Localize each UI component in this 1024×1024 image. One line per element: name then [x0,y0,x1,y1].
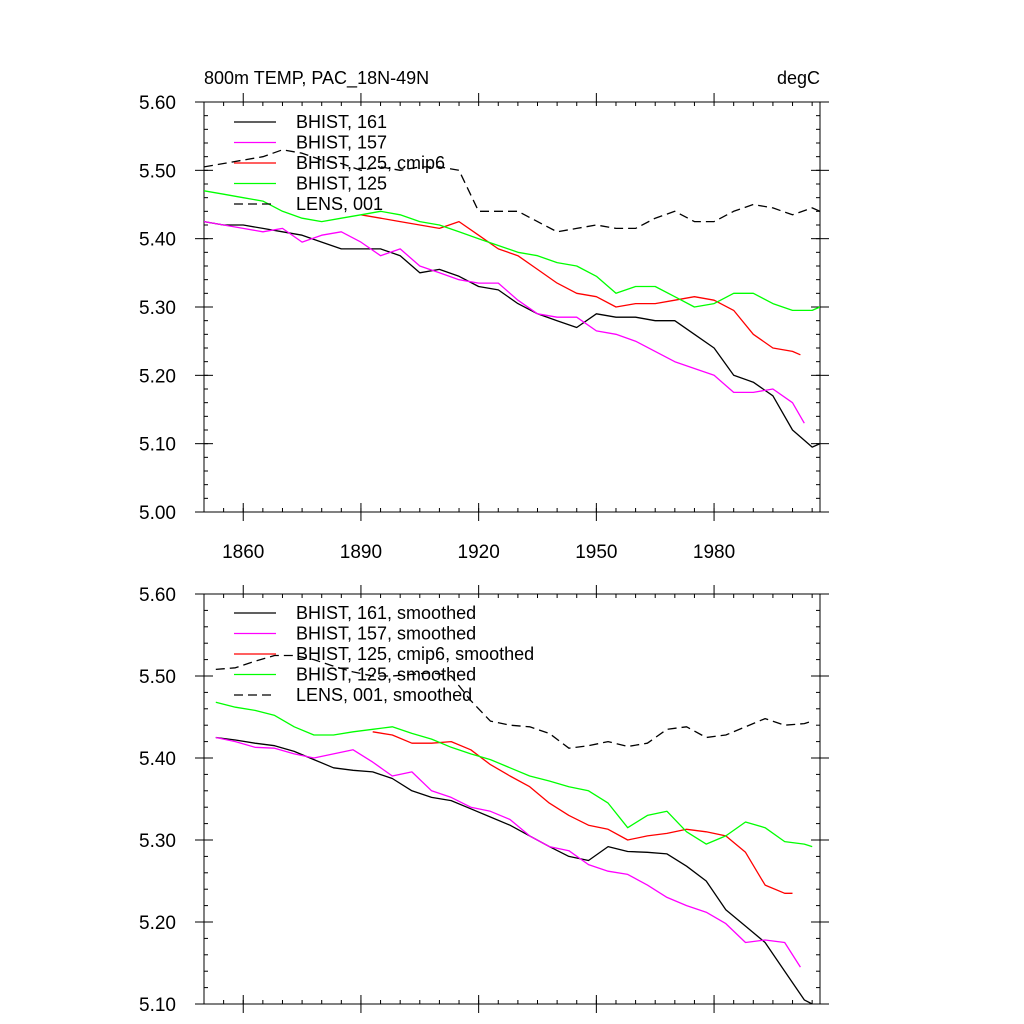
x-tick-label: 1950 [575,542,617,563]
y-tick-label: 5.60 [139,93,176,114]
y-tick-label: 5.60 [139,585,176,606]
y-tick-label: 5.40 [139,230,176,251]
legend-label: BHIST, 161 [296,112,387,132]
series-line-bhist-161 [204,220,820,448]
series-group [204,149,820,448]
series-line-bhist-125-cmip6 [360,214,801,356]
legend-label: BHIST, 125, smoothed [296,665,476,685]
series-line-bhist-157-smoothed [215,736,801,968]
legend-label: BHIST, 157 [296,133,387,153]
legend-label: BHIST, 125 [296,174,387,194]
x-tick-label: 1980 [693,542,735,563]
y-tick-label: 5.40 [139,749,176,770]
legend-label: LENS, 001, smoothed [296,685,472,705]
y-tick-label: 5.00 [139,503,176,524]
y-tick-label: 5.20 [139,366,176,387]
bottom-panel: 5.10 5.20 5.30 5.40 5.50 5.60 BHIST, 161, smoo… [139,585,829,1016]
series-line-bhist-125-cmip6-smoothed [372,731,793,894]
legend-label: BHIST, 157, smoothed [296,624,476,644]
series-line-bhist-125-smoothed [215,701,813,848]
series-line-lens-001 [204,149,820,233]
legend-label: BHIST, 125, cmip6 [296,153,445,173]
legend-label: LENS, 001 [296,194,383,214]
chart-title: 800m TEMP, PAC_18N-49N [204,68,429,89]
series-group [215,654,813,1004]
y-tick-label: 5.50 [139,161,176,182]
series-line-bhist-125 [204,190,820,312]
series-line-bhist-161-smoothed [215,736,813,1004]
y-tick-label: 5.50 [139,667,176,688]
x-tick-label: 1860 [222,542,264,563]
y-tick-label: 5.10 [139,995,176,1016]
y-tick-label: 5.30 [139,831,176,852]
legend-label: BHIST, 125, cmip6, smoothed [296,644,534,664]
top-panel: 1860 1890 1920 1950 1980 5.00 5.10 5.20 5.30 5.40… [139,93,829,563]
y-tick-label: 5.10 [139,435,176,456]
units-label: degC [777,68,820,88]
y-tick-label: 5.20 [139,913,176,934]
x-tick-label: 1890 [340,542,382,563]
y-tick-label: 5.30 [139,298,176,319]
series-line-lens-001-smoothed [215,654,813,749]
x-tick-label: 1920 [458,542,500,563]
plot-frame [203,593,821,1005]
series-line-bhist-157 [204,220,805,424]
legend-label: BHIST, 161, smoothed [296,603,476,623]
